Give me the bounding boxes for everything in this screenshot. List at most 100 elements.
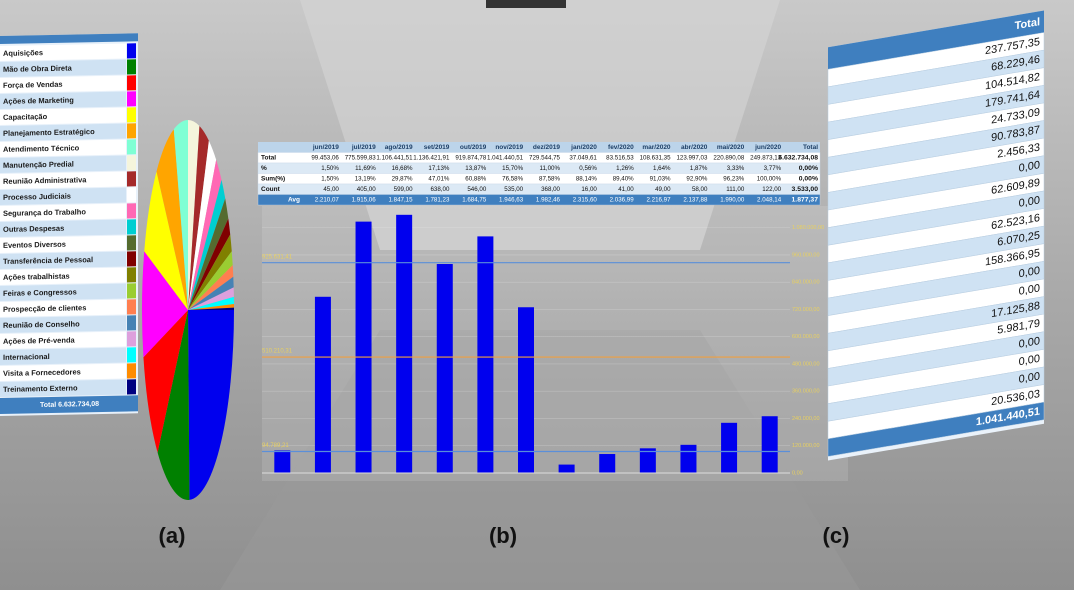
table-cell: 1,26% <box>616 165 634 172</box>
table-cell: 1.136.421,91 <box>413 154 450 161</box>
category-label: Internacional <box>3 352 50 362</box>
table-cell: 220.890,08 <box>713 154 745 161</box>
table-cell: 11,69% <box>355 165 376 172</box>
category-label: Transferência de Pessoal <box>3 255 93 266</box>
pie-slice <box>142 251 188 358</box>
table-cell: 58,00 <box>692 186 708 193</box>
color-key <box>127 363 136 379</box>
pie-slice <box>143 310 188 453</box>
color-key <box>127 43 136 59</box>
table-row <box>0 107 126 125</box>
pie-slice <box>188 120 200 310</box>
table-row <box>0 363 126 381</box>
table-cell: 1,64% <box>653 165 671 172</box>
table-row <box>0 171 126 189</box>
category-label: Força de Vendas <box>3 80 63 90</box>
category-label: Processo Judiciais <box>3 192 71 202</box>
category-label: Ações trabalhistas <box>3 272 70 282</box>
y-tick-label: 240.000,00 <box>792 416 820 422</box>
color-key <box>127 299 136 315</box>
pie-slice <box>188 251 233 310</box>
table-row <box>827 401 1045 457</box>
column-header: jun/2019 <box>312 144 339 151</box>
table-header <box>258 142 820 153</box>
color-key <box>127 219 136 235</box>
table-row <box>0 299 126 317</box>
table-cell: 1.041.440,51 <box>487 154 524 161</box>
table-row <box>0 219 126 237</box>
panel-label: (a) <box>159 523 186 548</box>
table-cell: 6.632.734,08 <box>778 155 818 162</box>
y-tick-label: 600.000,00 <box>792 334 820 340</box>
category-label: Planejamento Estratégico <box>3 127 95 138</box>
table-cell: 111,00 <box>726 186 745 193</box>
panel-label: (b) <box>489 523 517 548</box>
bar <box>274 450 291 473</box>
table-cell: 1.946,63 <box>499 196 524 203</box>
column-header: ago/2019 <box>385 144 413 151</box>
color-key <box>127 139 136 155</box>
table-cell: 368,00 <box>541 186 560 193</box>
table-cell: 122,00 <box>762 186 781 193</box>
reference-label: 94.789,21 <box>262 443 289 449</box>
table-cell: 919.874,78 <box>455 154 487 161</box>
bar <box>558 464 575 473</box>
table-cell: 49,00 <box>655 186 671 193</box>
column-header: out/2019 <box>460 144 487 151</box>
table-cell: 0,00 <box>1019 194 1040 210</box>
table-cell: 87,58% <box>539 175 560 182</box>
table-cell: 638,00 <box>430 186 449 193</box>
pie-slice <box>188 125 209 310</box>
table-cell: 1,50% <box>321 175 339 182</box>
column-header: Total <box>803 144 818 151</box>
reference-label: 510.210,31 <box>262 349 293 355</box>
table-cell: 0,00 <box>1019 353 1040 369</box>
table-cell: 0,00 <box>1019 335 1040 351</box>
table-cell: 88,14% <box>576 175 597 182</box>
table-header <box>828 10 1044 70</box>
table-cell: 15,70% <box>502 165 523 172</box>
table-cell: 1,50% <box>321 165 339 172</box>
table-cell: 0,00% <box>799 176 818 183</box>
table-cell: 0,00% <box>799 165 818 172</box>
table-cell: 1.982,46 <box>536 196 561 203</box>
pie-slice <box>188 304 234 310</box>
row-label: % <box>261 165 267 172</box>
category-label: Reunião Administrativa <box>3 175 87 186</box>
table-row <box>0 43 126 61</box>
y-tick-label: 1.080.000,00 <box>792 225 824 231</box>
table-cell: 92,90% <box>686 175 707 182</box>
table-cell: 0,56% <box>579 165 597 172</box>
table-row <box>0 251 126 269</box>
color-key <box>127 267 136 283</box>
table-cell: 729.544,75 <box>529 154 561 161</box>
y-tick-label: 360.000,00 <box>792 389 820 395</box>
table-cell: 89,40% <box>613 175 634 182</box>
column-header: mar/2020 <box>642 144 671 151</box>
table-row <box>0 331 126 349</box>
table-cell: 3,77% <box>764 165 782 172</box>
table-row <box>0 155 126 173</box>
corridor-floor <box>220 330 860 590</box>
pie-slice <box>188 310 234 500</box>
pie-slice <box>188 159 222 310</box>
pie-slice <box>188 265 234 310</box>
table-row <box>0 283 126 301</box>
color-key <box>127 203 136 219</box>
table-header <box>0 33 138 44</box>
table-cell: 2.048,14 <box>757 196 782 203</box>
row-label: Total <box>261 154 276 161</box>
table-row <box>257 194 821 206</box>
category-label: Manutenção Predial <box>3 160 74 170</box>
color-key <box>127 379 136 395</box>
table-cell: 2.315,60 <box>573 196 598 203</box>
row-label: Sum(%) <box>261 175 285 182</box>
table-cell: 16,00 <box>581 186 597 193</box>
category-label: Visita a Fornecedores <box>3 367 81 378</box>
table-cell: 91,03% <box>650 175 671 182</box>
table-cell: 76,58% <box>502 175 523 182</box>
table-row <box>0 91 126 109</box>
table-cell: 1.915,06 <box>352 196 377 203</box>
column-header: set/2019 <box>424 144 450 151</box>
center-table: jun/2019 jul/2019 ago/2019 set/2019 out/2019… <box>257 142 821 206</box>
